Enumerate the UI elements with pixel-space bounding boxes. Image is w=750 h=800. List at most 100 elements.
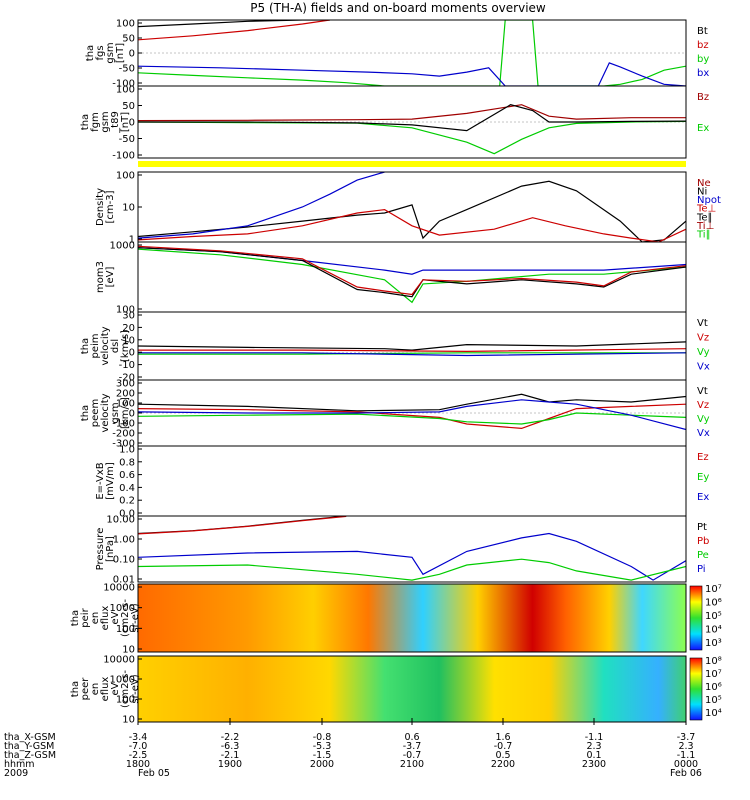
ytick-label: 0.0 xyxy=(119,509,135,520)
ylabel-line: tha xyxy=(85,45,96,61)
series-fgs-1 xyxy=(138,20,330,41)
ytick-label: -50 xyxy=(119,134,135,145)
axis-row-value: -3.7 xyxy=(403,741,422,752)
series-peim-0 xyxy=(138,341,686,351)
axis-row-value: 1800 xyxy=(126,759,150,770)
axis-row-value: -0.7 xyxy=(403,750,422,761)
ylabel-line: tha xyxy=(70,681,81,697)
ytick-label: 10 xyxy=(122,335,135,346)
panel-peir: 10⁷ 10⁶ 10⁵ 10⁴ 10³ 10000 1000 100 10 tha peir en ef… xyxy=(70,583,722,656)
legend-Te∥: Te∥ xyxy=(696,212,713,223)
series-pressure-1 xyxy=(138,516,347,535)
ylabel-line: [nT] xyxy=(120,112,131,132)
ylabel-line: sr-eV) xyxy=(130,674,141,703)
ylabel-line: mom3 xyxy=(95,261,106,293)
ylabel-line: eV xyxy=(110,682,121,695)
ylabel-line: tha xyxy=(80,405,91,421)
colorbar-label: 10⁴ xyxy=(705,708,722,719)
axis-row-value: 2000 xyxy=(310,759,334,770)
ytick-label: 10 xyxy=(122,645,135,656)
ylabel-line: gsm xyxy=(100,111,111,132)
legend-Pi: Pi xyxy=(697,564,706,575)
axis-row-label: tha_Y-GSM xyxy=(4,741,54,752)
legend-bz: bz xyxy=(697,40,709,51)
series-peim-3 xyxy=(138,352,686,357)
axis-row-value: 2100 xyxy=(400,759,424,770)
legend-Vt: Vt xyxy=(697,386,708,397)
figure-title: P5 (TH-A) fields and on-board moments ov… xyxy=(250,1,546,15)
panel-mom: 1000 100 mom3 [eV] xyxy=(95,241,687,316)
series-fgs-2 xyxy=(138,20,686,86)
legend-Pt: Pt xyxy=(697,522,707,533)
frame-pressure xyxy=(137,515,687,583)
series-peem-3 xyxy=(138,399,686,431)
ytick-label: 10.00 xyxy=(106,515,135,526)
ylabel-line: peir xyxy=(80,607,91,627)
legend-Npot: Npot xyxy=(697,195,721,206)
legend-Te⊥: Te⊥ xyxy=(696,204,716,215)
legend-Vx: Vx xyxy=(697,428,710,439)
ytick-label: -100 xyxy=(112,79,135,90)
ytick-label: 10 xyxy=(122,715,135,726)
legend-Pb: Pb xyxy=(697,536,709,547)
ytick-label: 1.0 xyxy=(119,445,135,456)
ytick-label: 100 xyxy=(116,399,135,410)
ytick-label: 0.8 xyxy=(119,457,135,468)
ylabel-line: [eV] xyxy=(105,267,116,288)
axis-row-value: 1900 xyxy=(218,759,242,770)
colorbar-label: 10⁴ xyxy=(705,625,722,636)
ylabel-line: en xyxy=(90,612,101,625)
axis-row-label: 2009 xyxy=(4,768,28,779)
ytick-label: 0.2 xyxy=(119,496,135,507)
series-fgm-2 xyxy=(138,104,686,132)
ytick-label: 0.01 xyxy=(113,575,135,586)
legend-Ex: Ex xyxy=(697,492,709,503)
ytick-label: 1 xyxy=(129,235,135,246)
colorbar-peir xyxy=(689,585,703,651)
frame-density xyxy=(137,171,687,243)
legend-Ti∥: Ti∥ xyxy=(696,229,711,240)
axis-row-label: hhmm xyxy=(4,759,35,770)
ylabel-line: [mV/m] xyxy=(105,462,116,500)
ylabel-line: gsm xyxy=(110,402,121,423)
series-peem-2 xyxy=(138,412,686,425)
ytick-label: -100 xyxy=(112,151,135,162)
ytick-label: 100 xyxy=(116,19,135,30)
ytick-label: 100 xyxy=(116,305,135,316)
legend-Vz: Vz xyxy=(697,333,709,344)
ytick-label: 0 xyxy=(129,49,135,60)
ytick-label: -100 xyxy=(112,419,135,430)
ytick-label: 100 xyxy=(116,85,135,96)
ytick-label: 100 xyxy=(116,695,135,706)
frame-peir xyxy=(137,583,687,653)
legend-Pe: Pe xyxy=(697,550,709,561)
axis-row-value: 2.3 xyxy=(586,741,601,752)
axis-row-value: 2200 xyxy=(491,759,515,770)
ylabel-line: E=-VxB xyxy=(95,462,106,499)
legend-Ez: Ez xyxy=(697,452,709,463)
series-pressure-3 xyxy=(138,558,686,581)
colorbar-label: 10³ xyxy=(705,638,722,649)
ylabel-line: (cm2-s- xyxy=(120,599,131,637)
ylabel-line: eV xyxy=(110,611,121,624)
colorbar-label: 10⁶ xyxy=(705,598,722,609)
ylabel-line: [km/s] xyxy=(120,330,131,362)
frame-peim xyxy=(137,311,687,381)
legend-Vy: Vy xyxy=(697,347,710,358)
series-peim-1 xyxy=(138,348,686,353)
heatmap-peir xyxy=(138,584,686,652)
axis-row-value: 0.1 xyxy=(586,750,601,761)
ylabel-line: [cm-3] xyxy=(105,190,116,223)
axis-row-value: -2.2 xyxy=(221,732,240,743)
ytick-label: 30 xyxy=(122,311,135,322)
ylabel-line: (cm2-s- xyxy=(120,670,131,708)
ylabel-line: sr-eV) xyxy=(130,603,141,632)
legend-Vt: Vt xyxy=(697,318,708,329)
ylabel-line: _t89 xyxy=(110,111,121,134)
axis-row-label: tha_X-GSM xyxy=(4,732,56,743)
axis-row-value: 0.6 xyxy=(404,732,419,743)
axis-row-value: -0.7 xyxy=(494,741,513,752)
ylabel-line: eflux xyxy=(100,606,111,631)
